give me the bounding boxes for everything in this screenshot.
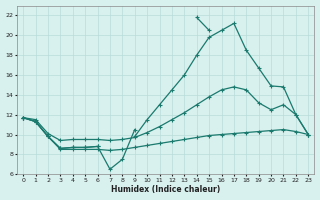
X-axis label: Humidex (Indice chaleur): Humidex (Indice chaleur): [111, 185, 220, 194]
